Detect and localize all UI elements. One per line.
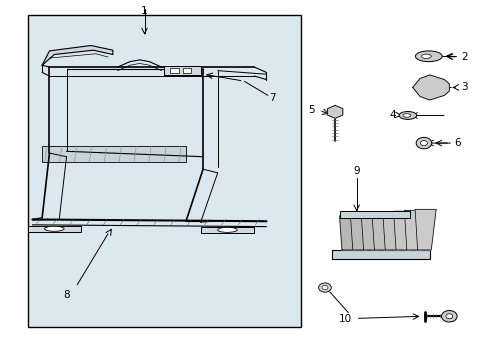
Ellipse shape [402, 114, 410, 117]
Ellipse shape [415, 51, 441, 62]
Circle shape [318, 283, 330, 292]
Text: 4: 4 [388, 110, 395, 120]
Text: 5: 5 [308, 105, 315, 115]
Text: 2: 2 [461, 52, 467, 62]
Ellipse shape [421, 54, 430, 58]
Text: 7: 7 [268, 93, 275, 103]
Polygon shape [350, 215, 370, 250]
Circle shape [420, 140, 427, 145]
Text: 1: 1 [141, 6, 147, 16]
Text: 9: 9 [353, 166, 359, 176]
Bar [163, 66, 200, 75]
Text: 8: 8 [63, 291, 70, 301]
Bar [331, 250, 429, 259]
Polygon shape [393, 211, 414, 250]
Bar [182, 68, 191, 73]
Ellipse shape [217, 227, 237, 232]
Ellipse shape [44, 226, 64, 231]
Bar [27, 226, 81, 232]
Text: 10: 10 [338, 314, 351, 324]
Polygon shape [371, 213, 392, 250]
Polygon shape [361, 214, 381, 250]
Bar [42, 146, 185, 162]
Circle shape [445, 314, 452, 319]
Text: 3: 3 [461, 82, 467, 93]
Bar [169, 68, 178, 73]
Circle shape [441, 311, 456, 322]
Polygon shape [327, 105, 342, 118]
Polygon shape [382, 212, 403, 250]
Polygon shape [414, 210, 435, 250]
Polygon shape [412, 75, 448, 100]
Circle shape [322, 285, 327, 290]
Bar [27, 15, 300, 327]
Bar [339, 211, 409, 218]
Circle shape [415, 137, 431, 149]
Polygon shape [339, 216, 360, 250]
Bar [200, 226, 254, 233]
Ellipse shape [398, 112, 416, 120]
Polygon shape [42, 45, 113, 65]
Polygon shape [404, 210, 425, 250]
Text: 6: 6 [453, 138, 460, 148]
